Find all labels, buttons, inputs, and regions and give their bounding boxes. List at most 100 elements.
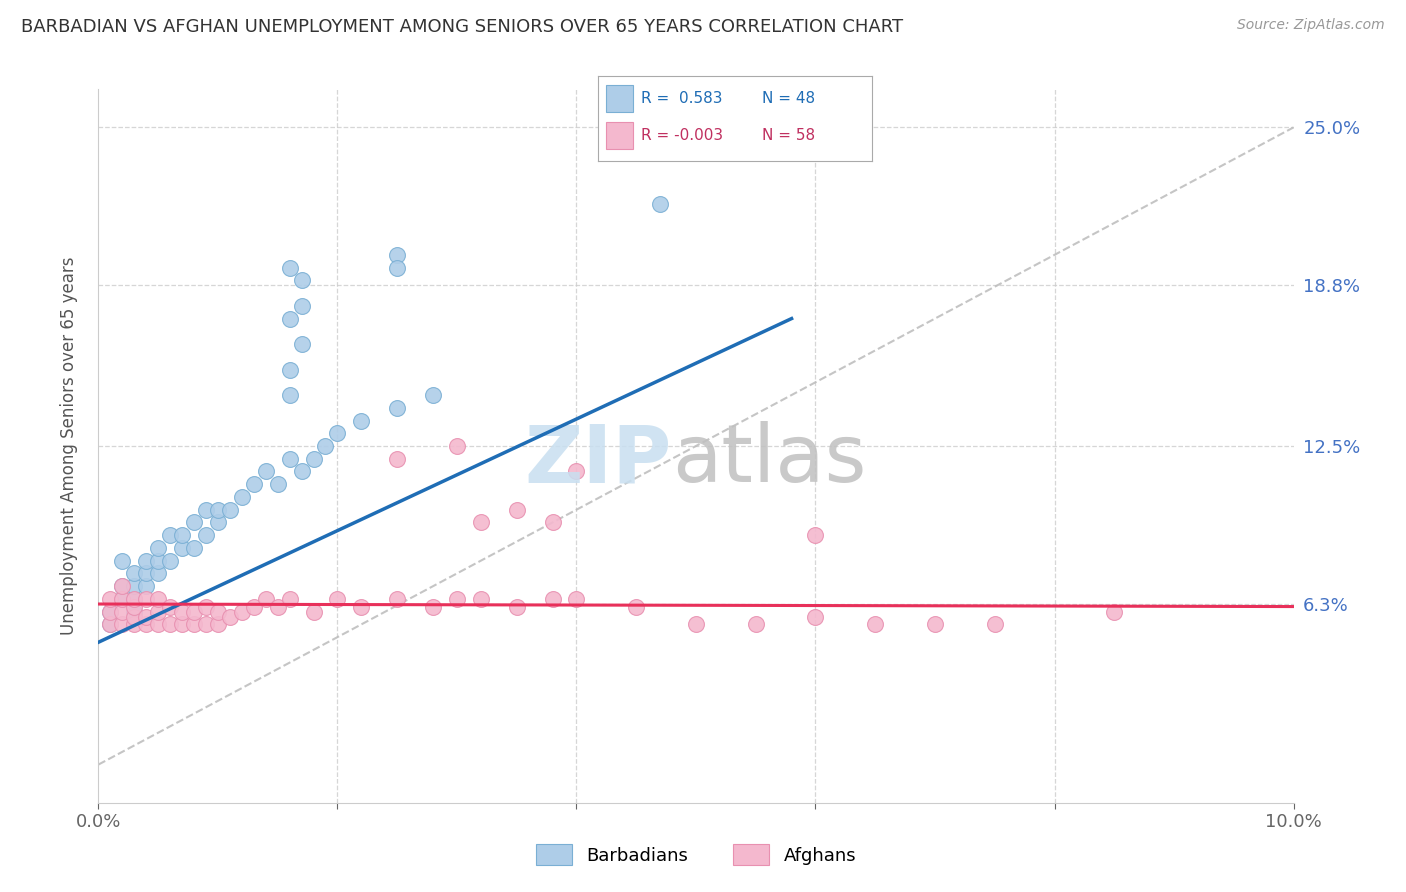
Point — [172, 541, 194, 555]
Point — [924, 617, 946, 632]
Point — [207, 502, 229, 516]
Point — [183, 617, 205, 632]
Point — [1104, 605, 1126, 619]
Point — [111, 579, 134, 593]
Point — [111, 605, 134, 619]
Point — [159, 554, 181, 568]
Point — [267, 477, 290, 491]
Point — [446, 591, 468, 606]
Point — [470, 591, 492, 606]
Point — [231, 605, 253, 619]
Text: R =  0.583: R = 0.583 — [641, 91, 723, 106]
Text: BARBADIAN VS AFGHAN UNEMPLOYMENT AMONG SENIORS OVER 65 YEARS CORRELATION CHART: BARBADIAN VS AFGHAN UNEMPLOYMENT AMONG S… — [21, 18, 903, 36]
Point — [124, 599, 146, 614]
Point — [219, 502, 242, 516]
Point — [172, 528, 194, 542]
Point — [159, 617, 181, 632]
Point — [804, 609, 827, 624]
Point — [124, 605, 146, 619]
Point — [100, 617, 122, 632]
Point — [207, 605, 229, 619]
Point — [446, 439, 468, 453]
Point — [291, 337, 314, 351]
Point — [135, 609, 157, 624]
Point — [291, 273, 314, 287]
Point — [326, 591, 349, 606]
Point — [195, 617, 218, 632]
Point — [148, 591, 170, 606]
Legend: Barbadians, Afghans: Barbadians, Afghans — [529, 837, 863, 872]
Point — [385, 248, 409, 262]
Point — [111, 591, 134, 606]
Text: N = 48: N = 48 — [762, 91, 815, 106]
Point — [195, 528, 218, 542]
Point — [565, 465, 588, 479]
Point — [111, 554, 134, 568]
Point — [124, 609, 146, 624]
Point — [111, 579, 134, 593]
Point — [172, 605, 194, 619]
Point — [865, 617, 887, 632]
Point — [422, 388, 444, 402]
Point — [326, 426, 349, 441]
Y-axis label: Unemployment Among Seniors over 65 years: Unemployment Among Seniors over 65 years — [59, 257, 77, 635]
Point — [124, 591, 146, 606]
Point — [278, 362, 301, 376]
Point — [506, 599, 529, 614]
Point — [541, 516, 564, 530]
Point — [745, 617, 768, 632]
Point — [100, 617, 122, 632]
Point — [111, 591, 134, 606]
Text: atlas: atlas — [672, 421, 866, 500]
Point — [148, 566, 170, 581]
Point — [100, 591, 122, 606]
Point — [685, 617, 707, 632]
Point — [243, 599, 266, 614]
Text: Source: ZipAtlas.com: Source: ZipAtlas.com — [1237, 18, 1385, 32]
Point — [302, 605, 325, 619]
FancyBboxPatch shape — [606, 85, 633, 112]
Point — [207, 516, 229, 530]
Point — [422, 599, 444, 614]
Point — [278, 451, 301, 466]
Point — [278, 311, 301, 326]
Point — [350, 599, 373, 614]
Point — [254, 591, 277, 606]
Point — [172, 617, 194, 632]
Point — [385, 591, 409, 606]
Point — [243, 477, 266, 491]
Point — [124, 617, 146, 632]
Point — [626, 599, 648, 614]
Text: N = 58: N = 58 — [762, 128, 815, 143]
Point — [100, 605, 122, 619]
Point — [350, 413, 373, 427]
Point — [278, 388, 301, 402]
Point — [135, 554, 157, 568]
Point — [984, 617, 1007, 632]
Point — [135, 579, 157, 593]
Point — [506, 502, 529, 516]
Text: R = -0.003: R = -0.003 — [641, 128, 724, 143]
Point — [565, 591, 588, 606]
Point — [159, 599, 181, 614]
Point — [159, 528, 181, 542]
Point — [470, 516, 492, 530]
Point — [207, 617, 229, 632]
FancyBboxPatch shape — [606, 121, 633, 149]
Point — [183, 541, 205, 555]
Point — [804, 528, 827, 542]
Point — [231, 490, 253, 504]
Point — [148, 554, 170, 568]
Point — [541, 591, 564, 606]
Point — [135, 591, 157, 606]
Point — [291, 299, 314, 313]
Point — [385, 260, 409, 275]
Point — [148, 617, 170, 632]
Point — [315, 439, 337, 453]
Point — [124, 591, 146, 606]
Point — [148, 605, 170, 619]
Point — [291, 465, 314, 479]
Point — [254, 465, 277, 479]
Point — [385, 451, 409, 466]
Point — [135, 617, 157, 632]
